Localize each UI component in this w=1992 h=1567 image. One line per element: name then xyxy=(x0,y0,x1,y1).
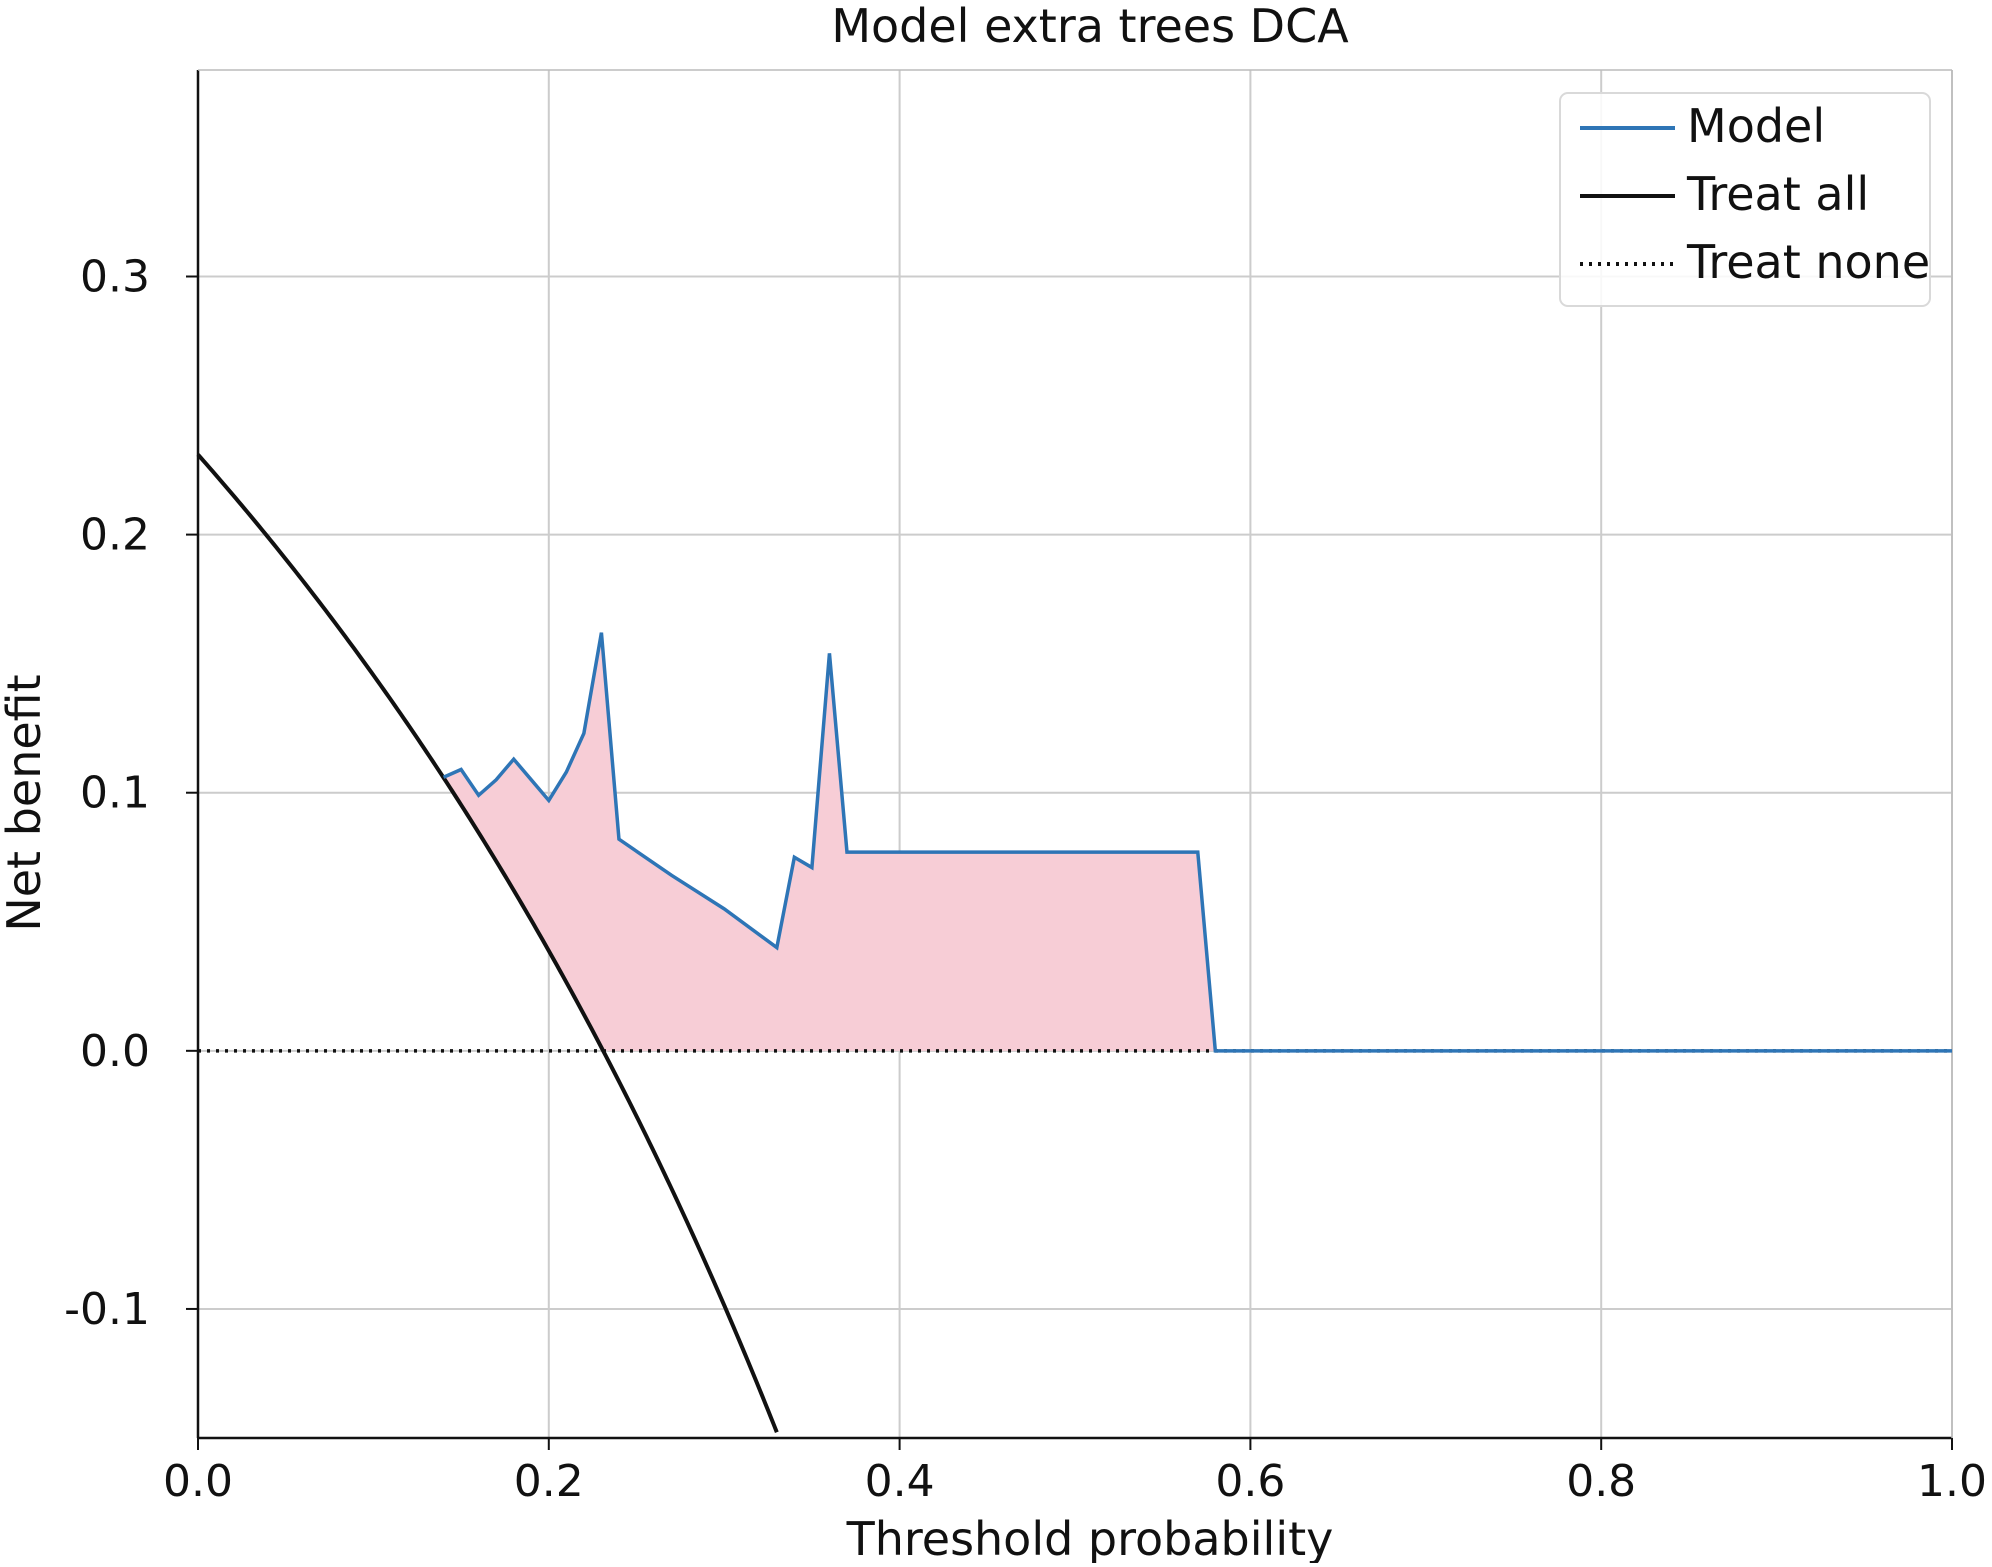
net-benefit-area xyxy=(443,632,1952,1051)
x-axis-label: Threshold probability xyxy=(846,1512,1334,1563)
y-tick-label: 0.1 xyxy=(80,768,150,819)
series-lines xyxy=(196,453,1952,1433)
y-tick-label: 0.3 xyxy=(80,251,150,302)
y-tick-label: 0.0 xyxy=(80,1026,150,1077)
y-tick-label: 0.2 xyxy=(80,510,150,561)
x-tick-label: 0.8 xyxy=(1566,1456,1636,1507)
legend-label-model: Model xyxy=(1687,99,1825,153)
benefit-region xyxy=(443,632,1952,1051)
legend-label-treat-all: Treat all xyxy=(1686,167,1869,221)
x-tick-label: 0.2 xyxy=(514,1456,584,1507)
x-tick-label: 1.0 xyxy=(1917,1456,1987,1507)
legend-box xyxy=(1559,92,1931,307)
y-tick-label: -0.1 xyxy=(64,1284,150,1335)
model-line xyxy=(442,632,1952,1053)
legend: Model Treat all Treat none xyxy=(1559,92,1931,307)
x-tick-label: 0.6 xyxy=(1215,1456,1285,1507)
x-tick-label: 0.0 xyxy=(163,1456,233,1507)
y-axis-label: Net benefit xyxy=(0,674,51,931)
plot-frame xyxy=(196,69,1953,1440)
ticks: 0.0 0.2 0.4 0.6 0.8 1.0 -0.1 0.0 0.1 0.2 0.3 xyxy=(64,251,1987,1507)
treat-all-line xyxy=(196,453,779,1433)
legend-label-treat-none: Treat none xyxy=(1686,235,1930,289)
x-tick-label: 0.4 xyxy=(865,1456,935,1507)
chart-title: Model extra trees DCA xyxy=(831,0,1349,53)
